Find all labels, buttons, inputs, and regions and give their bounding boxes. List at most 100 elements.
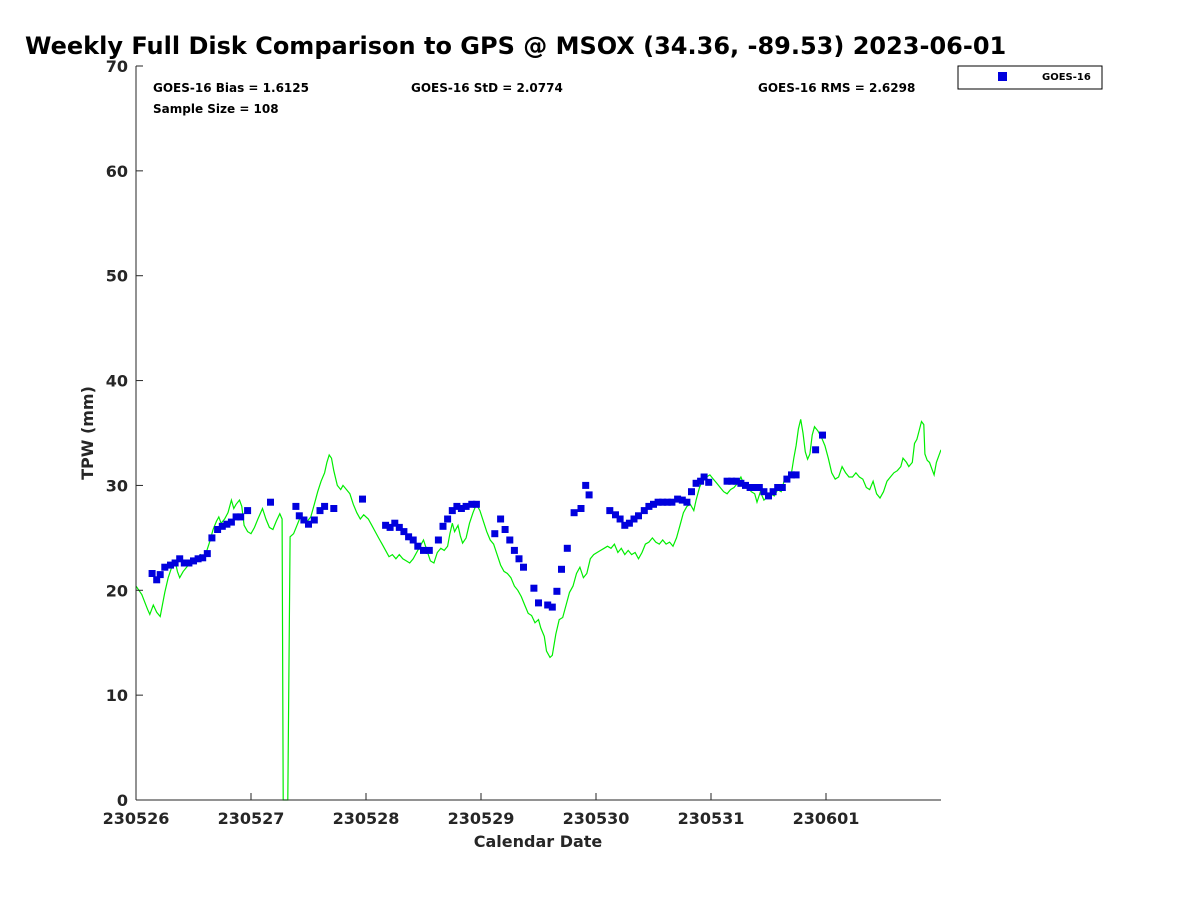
goes16-point xyxy=(723,477,731,485)
goes16-point xyxy=(400,528,408,536)
stat-std: GOES-16 StD = 2.0774 xyxy=(411,81,563,95)
goes16-point xyxy=(382,521,390,529)
goes16-point xyxy=(232,513,240,521)
goes16-point xyxy=(497,515,505,523)
goes16-point xyxy=(582,481,590,489)
goes16-point xyxy=(176,555,184,563)
y-tick-label: 50 xyxy=(106,267,128,286)
y-axis-label: TPW (mm) xyxy=(78,386,97,480)
goes16-point xyxy=(295,512,303,520)
goes16-point xyxy=(148,570,156,577)
goes16-point xyxy=(616,515,624,523)
goes16-point xyxy=(778,484,786,491)
legend-label-goes16: GOES-16 xyxy=(1042,72,1091,83)
x-tick-label: 230527 xyxy=(218,809,285,828)
gps-series xyxy=(136,419,941,801)
goes16-point xyxy=(760,488,768,496)
goes16-point xyxy=(409,536,417,544)
x-tick-label: 230601 xyxy=(793,809,860,828)
goes16-point xyxy=(659,498,667,506)
goes16-point xyxy=(674,495,682,503)
goes16-point xyxy=(819,431,826,439)
gps-line xyxy=(136,419,941,801)
goes16-point xyxy=(548,603,556,611)
y-tick-label: 10 xyxy=(106,686,128,705)
goes16-point xyxy=(606,507,614,515)
goes16-point xyxy=(783,475,791,483)
goes16-point xyxy=(705,478,713,486)
goes16-point xyxy=(755,484,763,491)
goes16-point xyxy=(161,563,169,571)
goes16-point xyxy=(697,477,705,485)
goes16-point xyxy=(171,559,179,567)
goes16-point xyxy=(305,520,312,528)
y-tick-label: 0 xyxy=(117,791,128,810)
goes16-point xyxy=(391,519,399,527)
goes16-point xyxy=(310,516,318,524)
goes16-point xyxy=(156,571,164,579)
goes16-point xyxy=(570,509,578,517)
goes16-point xyxy=(190,557,197,565)
x-tick-label: 230531 xyxy=(678,809,745,828)
goes16-point xyxy=(742,481,749,489)
goes16-point xyxy=(425,546,433,554)
goes16-point xyxy=(386,523,394,531)
x-tick-label: 230526 xyxy=(103,809,170,828)
stat-rms: GOES-16 RMS = 2.6298 xyxy=(758,81,915,95)
legend-box xyxy=(957,65,1103,90)
goes16-point xyxy=(530,584,538,592)
goes16-point xyxy=(194,555,202,563)
goes16-point xyxy=(468,500,476,508)
goes16-point xyxy=(640,507,648,515)
goes16-point xyxy=(812,446,820,454)
goes16-point xyxy=(728,477,736,485)
goes16-point xyxy=(774,484,782,491)
goes16-point xyxy=(585,491,593,499)
goes16-point xyxy=(612,511,619,519)
stat-sample-size: Sample Size = 108 xyxy=(153,102,279,116)
goes16-point xyxy=(769,488,777,496)
goes16-point xyxy=(405,533,413,541)
stats-annotations: GOES-16 Bias = 1.6125 GOES-16 StD = 2.07… xyxy=(153,81,915,116)
goes16-point xyxy=(765,492,772,500)
goes16-point xyxy=(650,500,657,508)
goes16-point xyxy=(218,522,226,530)
goes16-point xyxy=(510,546,518,554)
goes16-point xyxy=(621,521,629,529)
goes16-point xyxy=(208,534,216,542)
goes16-point xyxy=(663,498,671,506)
goes16-point xyxy=(153,576,161,584)
goes16-point xyxy=(453,502,461,510)
goes16-point xyxy=(535,599,542,607)
goes16-point xyxy=(751,484,759,491)
goes16-point xyxy=(227,518,235,526)
goes16-point xyxy=(520,563,527,571)
legend-marker-goes16 xyxy=(998,72,1007,81)
goes16-point xyxy=(292,502,300,510)
goes16-point xyxy=(214,526,222,533)
goes16-point xyxy=(420,546,427,554)
goes16-point xyxy=(414,542,422,550)
x-tick-label: 230528 xyxy=(333,809,400,828)
goes16-point xyxy=(185,559,193,567)
goes16-point xyxy=(553,587,561,595)
goes16-point xyxy=(448,507,456,515)
goes16-point xyxy=(316,507,324,515)
goes16-point xyxy=(544,601,552,609)
y-tick-label: 40 xyxy=(106,372,128,391)
y-tick-label: 60 xyxy=(106,162,128,181)
goes16-point xyxy=(654,498,662,506)
goes16-point xyxy=(267,498,274,506)
goes16-point xyxy=(180,559,188,567)
x-axis-label: Calendar Date xyxy=(474,832,603,851)
chart-title: Weekly Full Disk Comparison to GPS @ MSO… xyxy=(25,32,1006,60)
goes16-point xyxy=(439,522,447,530)
goes16-point xyxy=(630,515,638,523)
goes16-point xyxy=(321,502,329,510)
goes16-point xyxy=(501,526,509,533)
goes16-point xyxy=(625,519,633,527)
goes16-point xyxy=(457,505,465,512)
goes16-point xyxy=(683,498,691,506)
goes16-point xyxy=(577,505,585,512)
